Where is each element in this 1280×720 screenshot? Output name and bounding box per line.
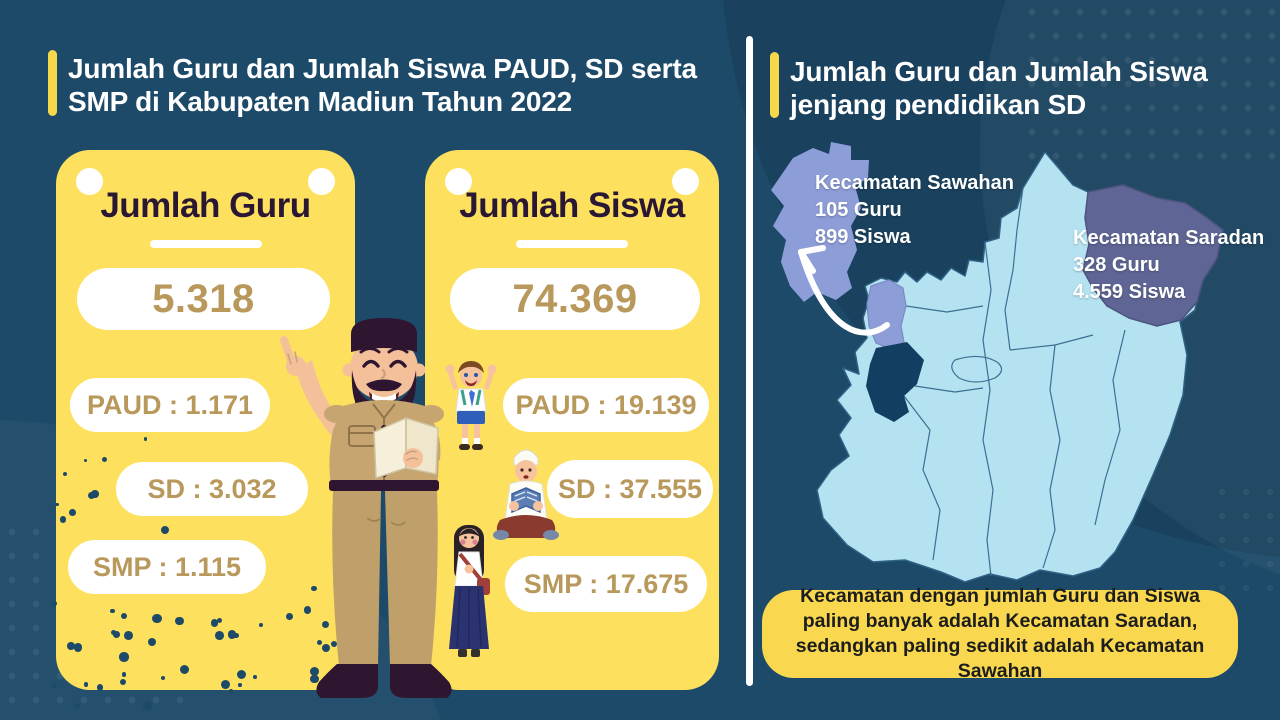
left-title-line2: SMP di Kabupaten Madiun Tahun 2022	[68, 86, 573, 117]
dot-pattern-decoration	[1210, 480, 1280, 600]
curved-arrow-icon	[798, 245, 890, 336]
guru-total-pill: 5.318	[77, 268, 330, 330]
conclusion-note-box: Kecamatan dengan jumlah Guru dan Siswa p…	[762, 585, 1238, 682]
corner-circle-decoration	[445, 168, 472, 195]
title-underline-decoration	[516, 240, 628, 248]
corner-circle-decoration	[672, 168, 699, 195]
siswa-card: Jumlah Siswa 74.369 PAUD : 19.139 SD : 3…	[425, 150, 719, 690]
siswa-sd-pill: SD : 37.555	[547, 460, 713, 518]
saradan-siswa: 4.559 Siswa	[1073, 281, 1186, 303]
right-title-line1: Jumlah Guru dan Jumlah Siswa	[790, 56, 1208, 87]
conclusion-note-text: Kecamatan dengan jumlah Guru dan Siswa p…	[795, 585, 1205, 682]
saradan-guru: 328 Guru	[1073, 254, 1160, 276]
sawahan-callout: Kecamatan Sawahan 105 Guru 899 Siswa	[815, 170, 1014, 251]
saradan-callout: Kecamatan Saradan 328 Guru 4.559 Siswa	[1073, 225, 1264, 306]
guru-smp-pill: SMP : 1.115	[68, 540, 266, 594]
siswa-smp-pill: SMP : 17.675	[505, 556, 707, 612]
corner-circle-decoration	[76, 168, 103, 195]
panel-divider	[746, 36, 753, 686]
left-panel-title: Jumlah Guru dan Jumlah Siswa PAUD, SD se…	[68, 52, 697, 118]
right-title-line2: jenjang pendidikan SD	[790, 89, 1087, 120]
siswa-card-title: Jumlah Siswa	[459, 186, 685, 225]
sawahan-guru: 105 Guru	[815, 199, 902, 221]
sawahan-name: Kecamatan Sawahan	[815, 172, 1014, 194]
left-title-line1: Jumlah Guru dan Jumlah Siswa PAUD, SD se…	[68, 53, 697, 84]
title-underline-decoration	[149, 240, 262, 248]
sawahan-siswa: 899 Siswa	[815, 226, 911, 248]
guru-card-title: Jumlah Guru	[100, 186, 311, 225]
guru-sd-pill: SD : 3.032	[116, 462, 308, 516]
siswa-total-pill: 74.369	[450, 268, 700, 330]
title-accent-bar	[770, 52, 779, 118]
guru-card: Jumlah Guru 5.318 PAUD : 1.171 SD : 3.03…	[56, 150, 355, 690]
right-panel-title: Jumlah Guru dan Jumlah Siswa jenjang pen…	[790, 55, 1208, 121]
title-accent-bar	[48, 50, 57, 116]
siswa-paud-pill: PAUD : 19.139	[503, 378, 709, 432]
saradan-name: Kecamatan Saradan	[1073, 227, 1265, 249]
corner-circle-decoration	[308, 168, 335, 195]
guru-paud-pill: PAUD : 1.171	[70, 378, 270, 432]
